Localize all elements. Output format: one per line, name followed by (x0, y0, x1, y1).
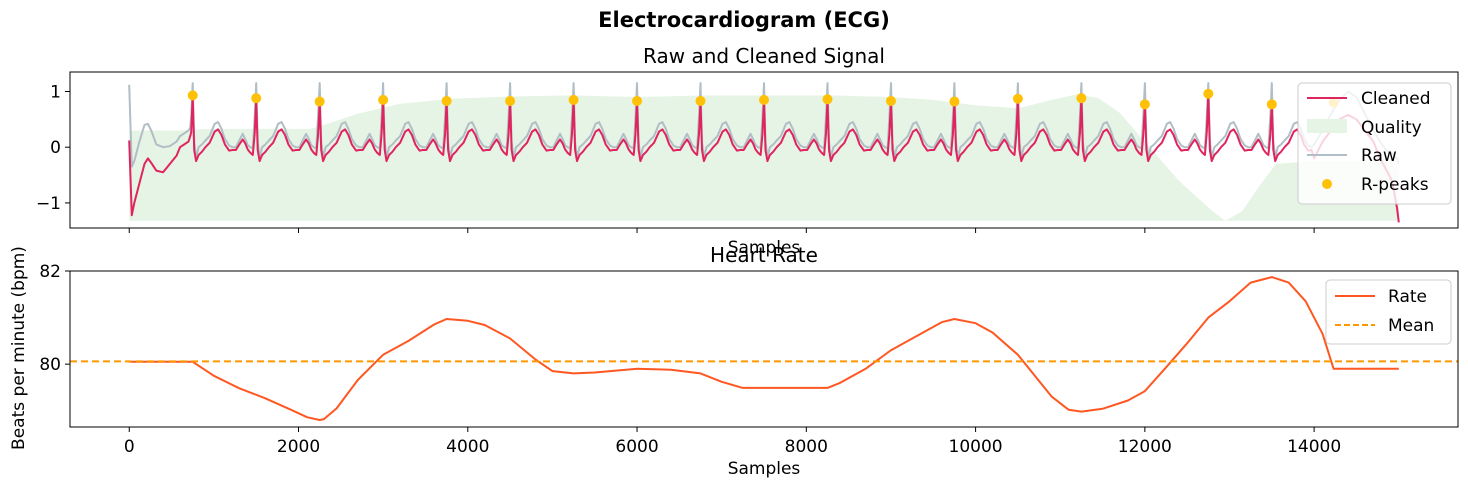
x-tick-label: 4000 (446, 437, 489, 457)
y-tick-label: 1 (50, 83, 61, 103)
r-peak-marker (885, 95, 896, 106)
heart-rate-panel: Heart Rate 80 82 0 2000 4000 6000 8000 10000 120… (9, 243, 1459, 479)
cleaned-signal-line (128, 92, 1400, 223)
r-peak-marker (632, 95, 643, 106)
x-tick-label: 6000 (615, 437, 658, 457)
x-tick-label: 8000 (785, 437, 828, 457)
r-peak-marker (1203, 88, 1214, 99)
r-peak-marker (1076, 93, 1087, 104)
r-peak-marker (1139, 99, 1150, 110)
legend-quality-label: Quality (1361, 118, 1422, 138)
x-tick-label: 14000 (1287, 437, 1341, 457)
heart-rate-plot-frame (69, 270, 1459, 428)
r-peak-marker (822, 94, 833, 105)
signal-x-axis-label: Samples (728, 238, 801, 258)
r-peak-marker (505, 95, 516, 106)
legend-mean-label: Mean (1388, 316, 1434, 336)
heart-rate-legend: Rate Mean (1325, 279, 1452, 345)
heart-rate-y-axis-label: Beats per minute (bpm) (9, 246, 29, 450)
heart-rate-line (129, 276, 1399, 421)
x-tick-label: 0 (124, 437, 135, 457)
r-peak-marker (1266, 99, 1277, 110)
r-peak-marker (568, 94, 579, 105)
signal-legend-box (1297, 82, 1452, 205)
x-tick-label: 12000 (1118, 437, 1172, 457)
heart-rate-title: Heart Rate (710, 243, 818, 267)
heart-rate-x-axis-label: Samples (728, 459, 801, 479)
r-peak-marker (378, 94, 389, 105)
y-tick-label: 0 (50, 138, 61, 158)
legend-rate-label: Rate (1388, 287, 1427, 307)
r-peak-marker (949, 96, 960, 107)
signal-legend: Cleaned Quality Raw R-peaks (1297, 82, 1452, 205)
r-peak-marker (251, 93, 262, 104)
y-tick-label: 80 (39, 355, 61, 375)
r-peak-marker (759, 94, 769, 105)
raw-signal-line (128, 82, 1400, 168)
x-tick-label: 2000 (277, 437, 320, 457)
heart-rate-axes: 80 82 0 2000 4000 6000 8000 10000 12000 14000 (39, 262, 1341, 457)
r-peak-marker (314, 96, 325, 107)
legend-rpeaks-swatch (1322, 179, 1332, 189)
y-tick-label: 82 (39, 262, 61, 282)
r-peak-marker (441, 95, 452, 106)
signal-axes: −1 0 1 (36, 83, 1315, 233)
y-tick-label: −1 (36, 194, 61, 214)
r-peak-marker (187, 90, 198, 101)
x-tick-label: 10000 (949, 437, 1003, 457)
r-peak-marker (695, 95, 706, 106)
legend-raw-label: Raw (1361, 146, 1397, 166)
figure-suptitle: Electrocardiogram (ECG) (598, 8, 890, 32)
legend-quality-swatch (1307, 119, 1347, 133)
signal-panel-title: Raw and Cleaned Signal (643, 44, 885, 68)
heart-rate-plot-area (70, 276, 1458, 421)
legend-rpeaks-label: R-peaks (1361, 175, 1429, 195)
signal-panel: Raw and Cleaned Signal −1 0 1 Samples Clea… (36, 44, 1459, 258)
signal-plot-frame (69, 71, 1459, 229)
r-peak-marker (1012, 93, 1023, 104)
legend-cleaned-label: Cleaned (1361, 89, 1431, 109)
signal-plot-area (128, 82, 1400, 223)
